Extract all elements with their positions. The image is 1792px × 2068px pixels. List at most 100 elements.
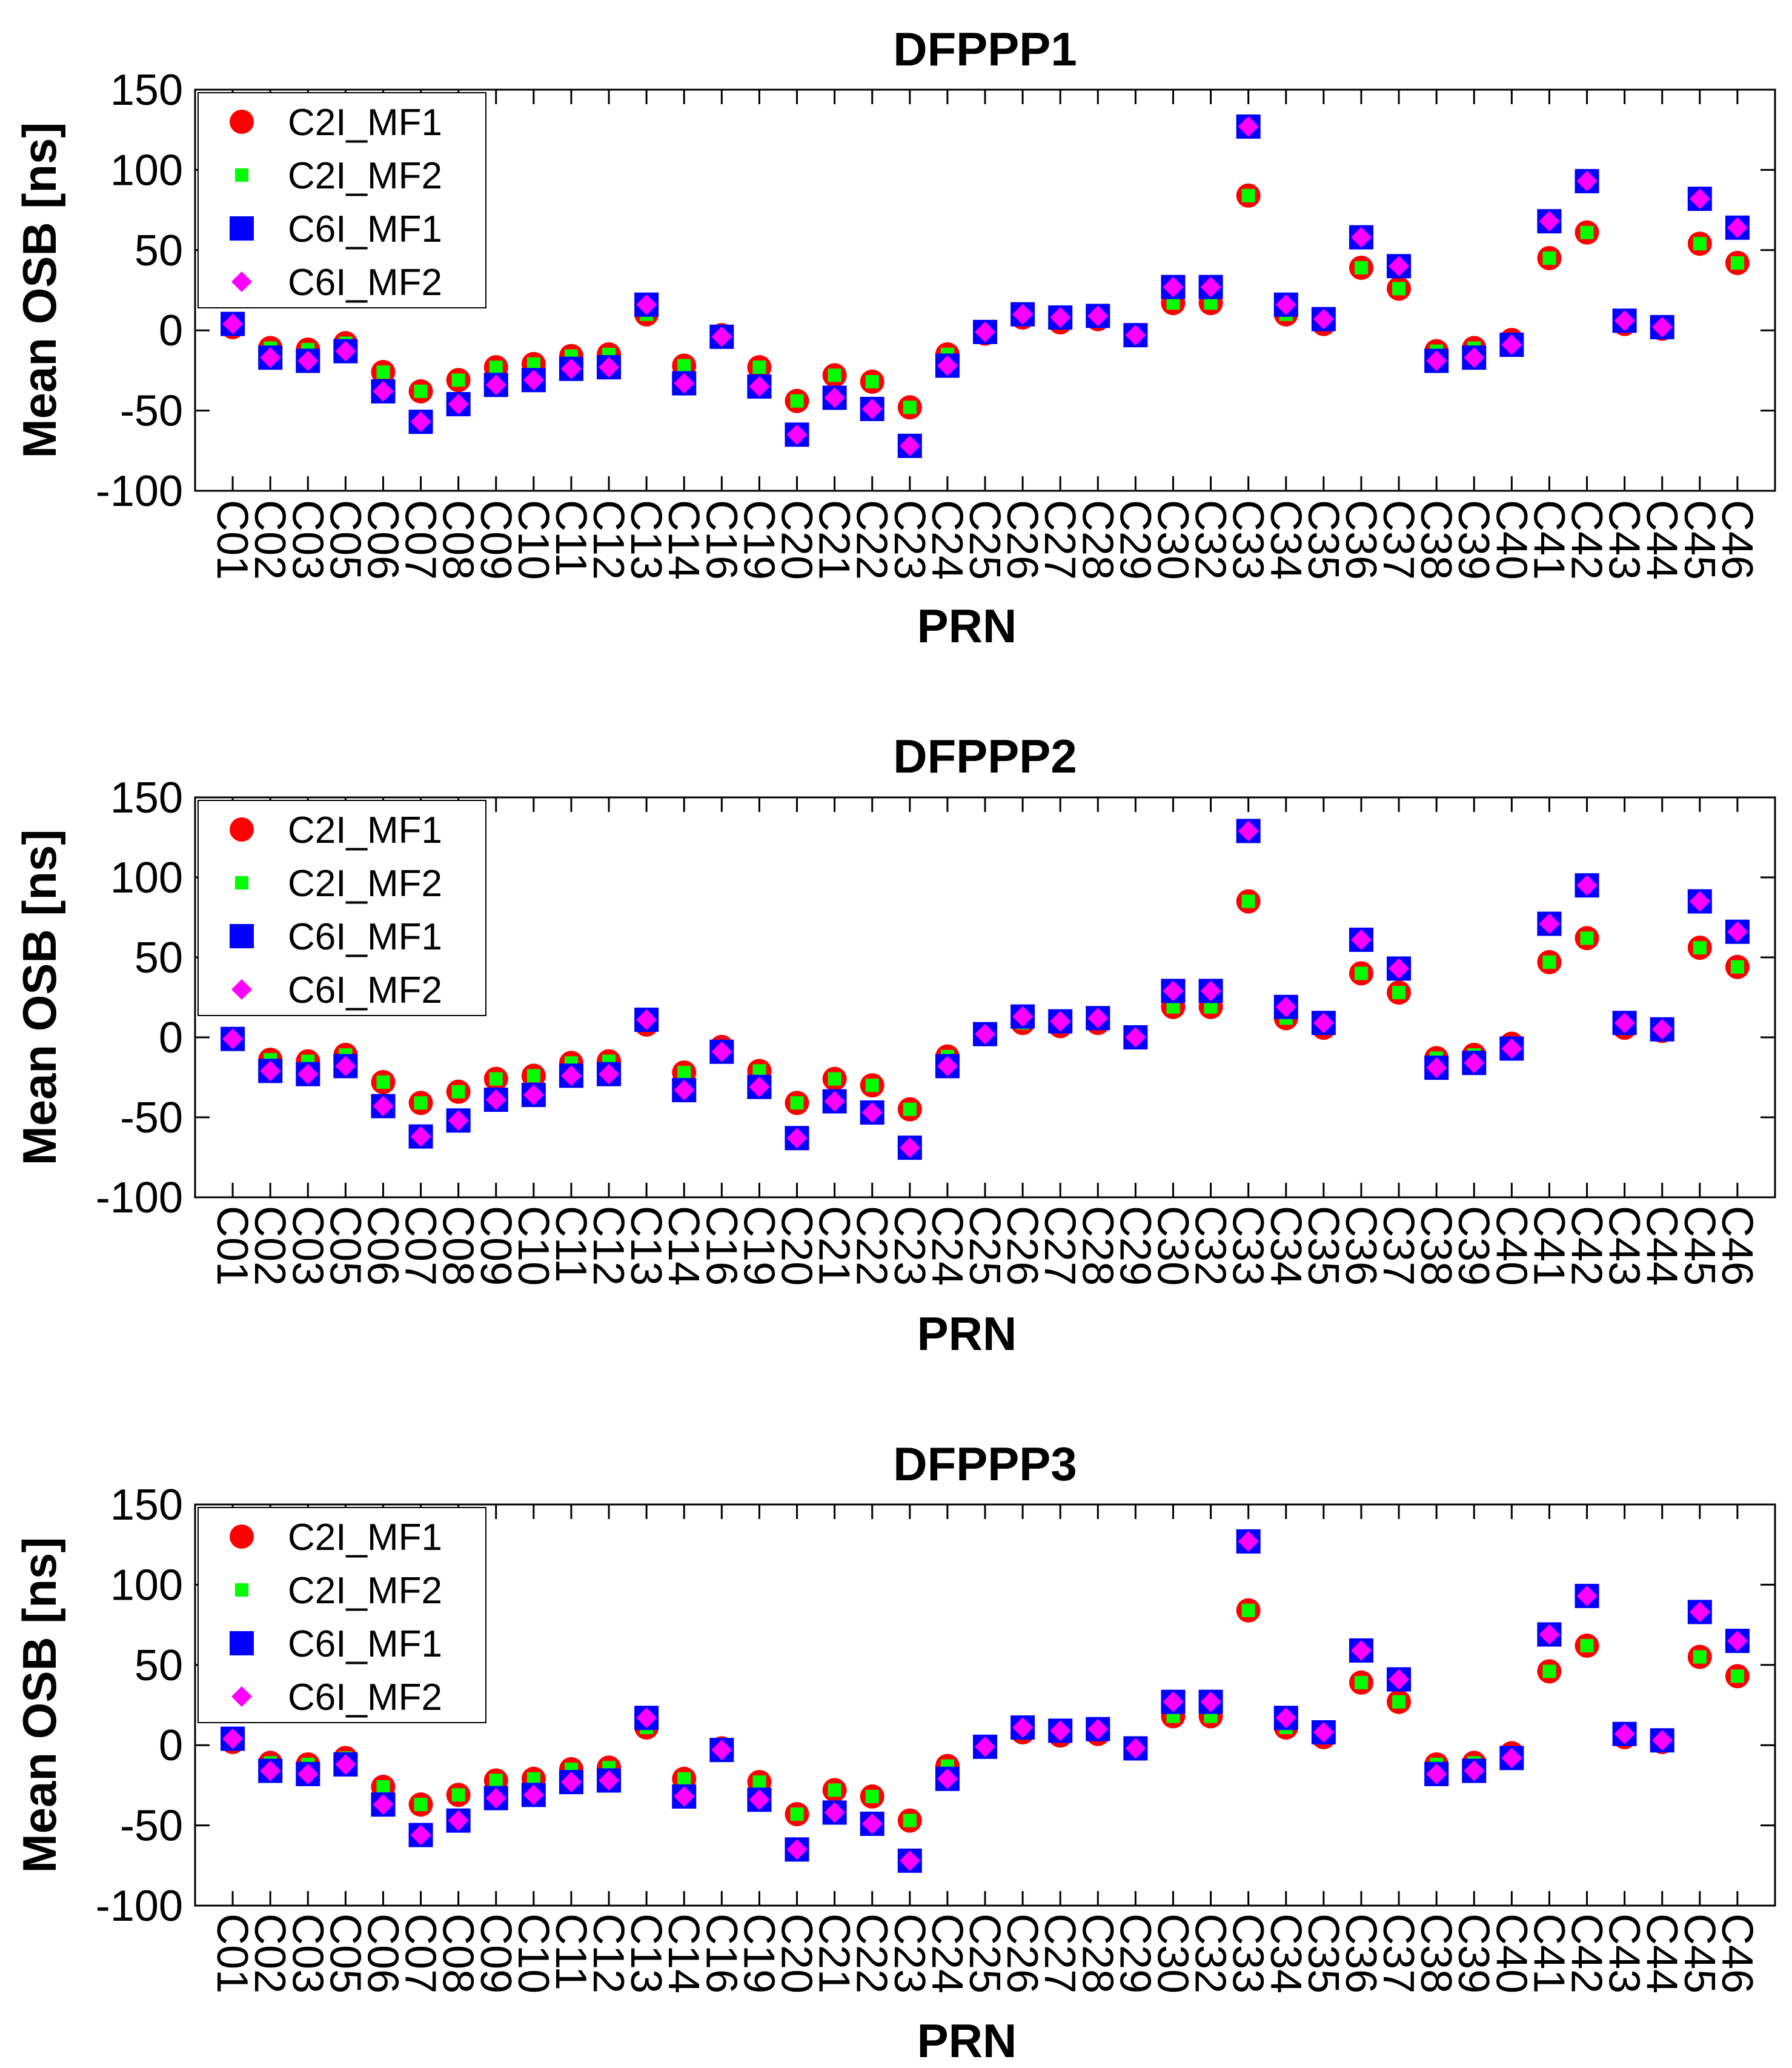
data-point-c6i-mf2 [1275,294,1296,315]
data-point-c6i-mf2 [373,1794,394,1815]
data-point-c6i-mf2 [1050,1720,1071,1741]
data-point-c2i-mf2 [376,1780,390,1794]
x-tick-label: C28 [1073,500,1121,580]
data-point-c6i-mf2 [1501,1038,1522,1059]
x-tick-label: C35 [1299,1206,1347,1286]
data-point-c6i-mf2 [1651,1019,1673,1040]
legend-label: C2I_MF1 [288,102,442,144]
x-tick-label: C16 [697,500,745,580]
x-tick-label: C08 [434,1206,482,1286]
data-point-c2i-mf2 [1241,1603,1255,1617]
data-point-c2i-mf2 [1392,282,1406,296]
data-point-c6i-mf2 [1426,350,1447,371]
data-point-c6i-mf2 [222,313,244,334]
x-tick-label: C14 [659,500,708,580]
data-point-c6i-mf2 [1200,276,1221,298]
data-point-c6i-mf2 [975,1736,995,1757]
x-tick-label: C13 [622,1206,670,1286]
data-point-c6i-mf2 [1389,1669,1410,1690]
data-point-c6i-mf2 [1614,310,1635,331]
data-point-c6i-mf2 [1539,211,1560,232]
data-point-c2i-mf2 [1580,1639,1594,1653]
y-tick-label: 0 [159,1014,183,1062]
y-tick-label: 0 [159,307,183,355]
data-point-c2i-mf2 [376,365,390,379]
x-tick-label: C02 [245,500,294,580]
x-tick-label: C08 [434,1913,482,1993]
data-point-c6i-mf2 [1614,1723,1635,1744]
x-tick-label: C32 [1186,1913,1235,1993]
data-point-c6i-mf2 [373,381,394,402]
data-point-c6i-mf2 [335,341,356,362]
data-point-c2i-mf2 [790,1096,804,1110]
data-point-c6i-mf2 [674,1786,695,1807]
x-tick-label: C34 [1261,1913,1310,1993]
data-point-c2i-mf2 [489,1774,503,1787]
data-point-c6i-mf2 [1576,875,1598,896]
data-point-c6i-mf2 [222,1028,244,1049]
x-tick-label: C23 [885,1913,934,1993]
legend-marker-c6i-mf1 [230,924,254,948]
data-point-c2i-mf2 [526,357,540,371]
data-point-c6i-mf2 [1350,929,1372,950]
x-tick-label: C46 [1713,1913,1761,1993]
data-point-c6i-mf2 [560,1772,582,1793]
data-point-c6i-mf2 [297,1063,319,1085]
x-tick-label: C28 [1073,1913,1121,1993]
data-point-c2i-mf2 [1354,1675,1368,1689]
x-tick-label: C02 [245,1206,294,1286]
data-point-c6i-mf2 [1689,1601,1710,1623]
data-point-c6i-mf2 [711,326,732,347]
legend-label: C6I_MF1 [288,1623,442,1665]
data-point-c2i-mf2 [414,1798,428,1812]
x-tick-label: C29 [1110,1913,1159,1993]
data-point-c2i-mf2 [489,1072,503,1086]
data-point-c6i-mf2 [861,1102,883,1123]
x-tick-label: C38 [1412,1206,1460,1286]
x-tick-label: C03 [283,500,331,580]
x-tick-label: C12 [584,1913,632,1993]
x-tick-label: C38 [1412,500,1460,580]
legend-label: C2I_MF2 [288,863,442,905]
data-point-c2i-mf2 [526,1069,540,1083]
x-tick-label: C03 [283,1913,331,1993]
x-tick-label: C41 [1524,500,1573,580]
data-point-c2i-mf2 [1693,941,1707,955]
y-tick-label: -50 [120,1094,183,1142]
data-point-c6i-mf2 [1238,820,1259,842]
legend-label: C2I_MF1 [288,810,442,851]
x-tick-label: C03 [283,1206,331,1286]
data-point-c6i-mf2 [1426,1763,1447,1784]
y-tick-label: 0 [159,1721,183,1770]
legend-label: C6I_MF2 [288,262,442,304]
data-point-c6i-mf2 [749,376,770,397]
data-point-c6i-mf2 [1651,316,1673,337]
data-point-c2i-mf2 [828,1072,841,1086]
y-tick-label: 50 [134,934,183,982]
x-tick-label: C07 [396,1206,445,1286]
data-point-c6i-mf2 [448,1810,469,1831]
data-point-c6i-mf2 [485,374,506,396]
data-point-c6i-mf2 [749,1789,770,1810]
x-tick-label: C20 [772,500,821,580]
data-point-c6i-mf2 [1163,276,1184,298]
data-point-c6i-mf2 [861,1813,883,1834]
data-point-c6i-mf2 [410,1824,431,1846]
data-point-c6i-mf2 [1238,1531,1259,1552]
x-tick-label: C35 [1299,1913,1347,1993]
data-point-c6i-mf2 [335,1754,356,1775]
data-point-c6i-mf2 [861,398,883,419]
data-point-c6i-mf2 [1125,1738,1146,1759]
x-tick-label: C19 [734,1913,783,1993]
data-point-c2i-mf2 [1241,894,1255,908]
x-tick-label: C27 [1035,1206,1084,1286]
data-point-c6i-mf2 [599,1770,620,1791]
legend-marker-c6i-mf1 [230,1631,254,1655]
data-point-c6i-mf2 [1200,980,1221,1002]
x-tick-label: C30 [1148,1206,1196,1286]
y-tick-label: 100 [110,854,183,902]
x-tick-label: C26 [998,1913,1046,1993]
data-point-c6i-mf2 [674,1080,695,1101]
data-point-c6i-mf2 [1576,170,1598,191]
data-point-c6i-mf2 [1313,308,1334,330]
